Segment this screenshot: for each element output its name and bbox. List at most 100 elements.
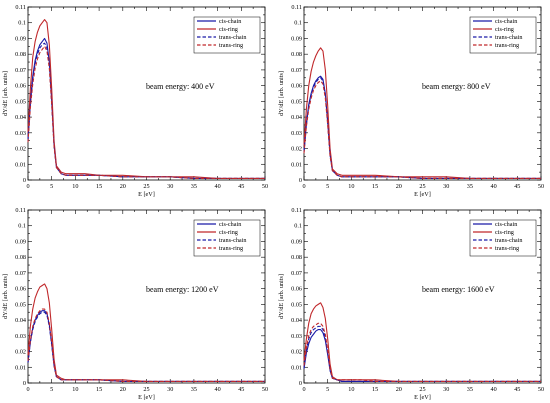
- x-tick-label: 35: [467, 386, 473, 393]
- y-tick-label: 0.01: [15, 364, 26, 371]
- x-axis-label: E [eV]: [414, 191, 431, 198]
- x-tick-label: 10: [348, 386, 354, 393]
- x-tick-label: 50: [538, 183, 544, 190]
- x-tick-label: 25: [143, 183, 149, 190]
- y-tick-label: 0.09: [15, 238, 26, 245]
- legend-label: cis-chain: [495, 221, 517, 228]
- y-tick-label: 0: [299, 177, 302, 184]
- y-tick-label: 0: [299, 380, 302, 387]
- legend-label: cis-chain: [219, 221, 241, 228]
- y-tick-label: 0.05: [291, 98, 302, 105]
- legend-label: cis-ring: [495, 26, 514, 33]
- y-tick-label: 0.02: [15, 349, 26, 356]
- legend-label: cis-chain: [219, 18, 241, 25]
- y-tick-label: 0.09: [15, 35, 26, 42]
- y-tick-label: 0.1: [18, 20, 26, 27]
- x-tick-label: 10: [72, 183, 78, 190]
- chart-svg: 0 5 10 15 20 25 30 35 40 45 50 0 0.01 0.02 0.03 0.04 0.0…: [2, 207, 268, 401]
- series-line-cis-ring: [27, 283, 265, 382]
- series-line-cis-ring: [303, 302, 541, 382]
- y-tick-label: 0.03: [291, 333, 302, 340]
- y-tick-label: 0.01: [15, 161, 26, 168]
- y-tick-label: 0.01: [291, 161, 302, 168]
- y-tick-label: 0.1: [294, 20, 302, 27]
- y-tick-label: 0.08: [15, 51, 26, 58]
- beam-energy-annotation: beam energy: 1600 eV: [422, 285, 495, 294]
- y-tick-label: 0.02: [291, 349, 302, 356]
- y-tick-label: 0.09: [291, 35, 302, 42]
- x-tick-label: 30: [167, 183, 173, 190]
- x-tick-label: 5: [50, 183, 53, 190]
- x-tick-label: 30: [443, 183, 449, 190]
- legend-box: [193, 219, 261, 257]
- beam-energy-annotation: beam energy: 800 eV: [422, 82, 491, 91]
- y-tick-label: 0.11: [15, 207, 26, 214]
- y-tick-label: 0.03: [15, 130, 26, 137]
- x-tick-label: 10: [348, 183, 354, 190]
- x-tick-label: 30: [443, 386, 449, 393]
- x-tick-label: 30: [167, 386, 173, 393]
- legend-label: trans-chain: [495, 34, 523, 41]
- y-tick-label: 0.08: [15, 254, 26, 261]
- y-tick-label: 0.01: [291, 364, 302, 371]
- y-tick-label: 0.05: [291, 301, 302, 308]
- series-line-cis-chain: [303, 75, 541, 179]
- x-tick-label: 45: [514, 183, 520, 190]
- y-tick-label: 0.1: [18, 223, 26, 230]
- x-tick-label: 15: [96, 183, 102, 190]
- chart-panel-800ev: 0 5 10 15 20 25 30 35 40 45 50 0 0.01 0.02 0.03 0.04 0.0…: [276, 0, 550, 200]
- y-tick-label: 0.04: [291, 317, 302, 324]
- y-tick-label: 0.06: [291, 286, 302, 293]
- y-tick-label: 0.04: [291, 114, 302, 121]
- series-line-trans-ring: [27, 308, 265, 382]
- series-line-cis-ring: [303, 47, 541, 179]
- y-tick-label: 0.07: [291, 67, 302, 74]
- y-tick-label: 0.11: [291, 207, 302, 214]
- series-line-trans-chain: [27, 311, 265, 382]
- legend-label: trans-ring: [219, 245, 243, 252]
- x-tick-label: 25: [143, 386, 149, 393]
- y-tick-label: 0.06: [291, 83, 302, 90]
- x-tick-label: 25: [419, 386, 425, 393]
- y-tick-label: 0.02: [291, 146, 302, 153]
- x-tick-label: 5: [326, 183, 329, 190]
- x-axis-label: E [eV]: [138, 191, 155, 198]
- x-tick-label: 20: [120, 386, 126, 393]
- legend-label: cis-chain: [495, 18, 517, 25]
- x-tick-label: 10: [72, 386, 78, 393]
- y-tick-label: 0.05: [15, 301, 26, 308]
- y-tick-label: 0.08: [291, 51, 302, 58]
- x-tick-label: 20: [396, 183, 402, 190]
- y-tick-label: 0.03: [15, 333, 26, 340]
- beam-energy-annotation: beam energy: 1200 eV: [146, 285, 219, 294]
- y-tick-label: 0.1: [294, 223, 302, 230]
- y-tick-label: 0.05: [15, 98, 26, 105]
- y-tick-label: 0.07: [291, 270, 302, 277]
- chart-panel-1200ev: 0 5 10 15 20 25 30 35 40 45 50 0 0.01 0.02 0.03 0.04 0.0…: [0, 203, 270, 403]
- x-tick-label: 40: [491, 386, 497, 393]
- legend-label: trans-chain: [495, 237, 523, 244]
- y-tick-label: 0.06: [15, 286, 26, 293]
- legend-box: [469, 16, 537, 54]
- y-tick-label: 0: [23, 380, 26, 387]
- series-line-cis-chain: [27, 310, 265, 382]
- series-line-trans-chain: [27, 42, 265, 179]
- chart-svg: 0 5 10 15 20 25 30 35 40 45 50 0 0.01 0.02 0.03 0.04 0.0…: [278, 207, 544, 401]
- x-tick-label: 0: [302, 386, 305, 393]
- x-tick-label: 0: [26, 183, 29, 190]
- y-tick-label: 0.02: [15, 146, 26, 153]
- x-tick-label: 45: [238, 386, 244, 393]
- x-axis-label: E [eV]: [414, 394, 431, 401]
- beam-energy-annotation: beam energy: 400 eV: [146, 82, 215, 91]
- y-tick-label: 0.07: [15, 270, 26, 277]
- y-axis-label: dY/dE [arb. units]: [2, 274, 9, 319]
- x-tick-label: 20: [120, 183, 126, 190]
- series-line-trans-ring: [303, 80, 541, 179]
- y-tick-label: 0.08: [291, 254, 302, 261]
- x-tick-label: 20: [396, 386, 402, 393]
- legend-box: [193, 16, 261, 54]
- x-tick-label: 45: [238, 183, 244, 190]
- x-tick-label: 15: [372, 183, 378, 190]
- y-tick-label: 0.11: [291, 4, 302, 11]
- y-axis-label: dY/dE [arb. units]: [2, 71, 9, 116]
